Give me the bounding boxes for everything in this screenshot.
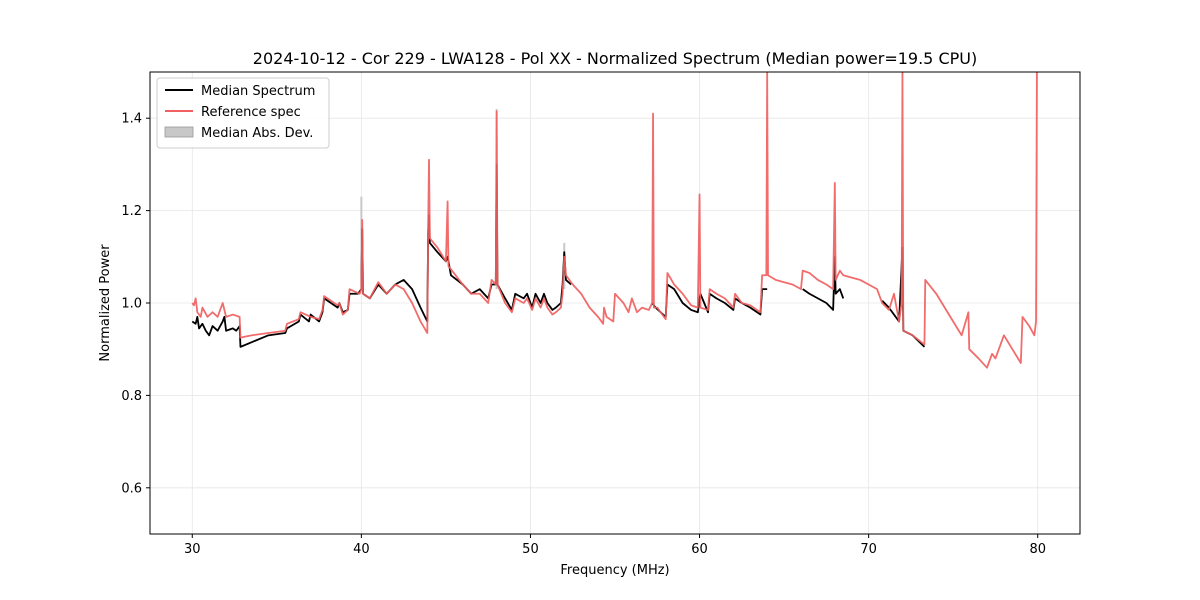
median-spectrum-line [651,283,768,318]
legend-mad-label: Median Abs. Dev. [201,126,313,141]
x-tick-label: 50 [522,542,539,557]
y-tick-label: 0.6 [121,481,142,496]
x-axis-label: Frequency (MHz) [560,563,669,578]
x-tick-label: 60 [691,542,708,557]
chart-title: 2024-10-12 - Cor 229 - LWA128 - Pol XX -… [253,49,977,68]
x-axis: 30 40 50 60 70 80 [184,534,1046,557]
y-tick-label: 1.4 [121,112,142,127]
y-axis: 0.6 0.8 1.0 1.2 1.4 [121,112,150,496]
x-tick-label: 70 [860,542,877,557]
legend-mad-swatch [164,126,194,138]
median-spectrum-line [802,255,845,311]
legend-reference-label: Reference spec [201,105,301,120]
x-tick-label: 40 [353,542,370,557]
x-tick-label: 30 [184,542,201,557]
plot-area [191,72,1038,369]
y-tick-label: 1.2 [121,204,142,219]
y-axis-label: Normalized Power [98,244,113,362]
legend: Median Spectrum Reference spec Median Ab… [156,77,330,149]
x-tick-label: 80 [1029,542,1046,557]
legend-median-label: Median Spectrum [201,84,315,99]
y-tick-label: 0.8 [121,389,142,404]
y-tick-label: 1.0 [121,297,142,312]
legend-box [156,77,330,149]
reference-spectrum-line [191,72,1038,369]
